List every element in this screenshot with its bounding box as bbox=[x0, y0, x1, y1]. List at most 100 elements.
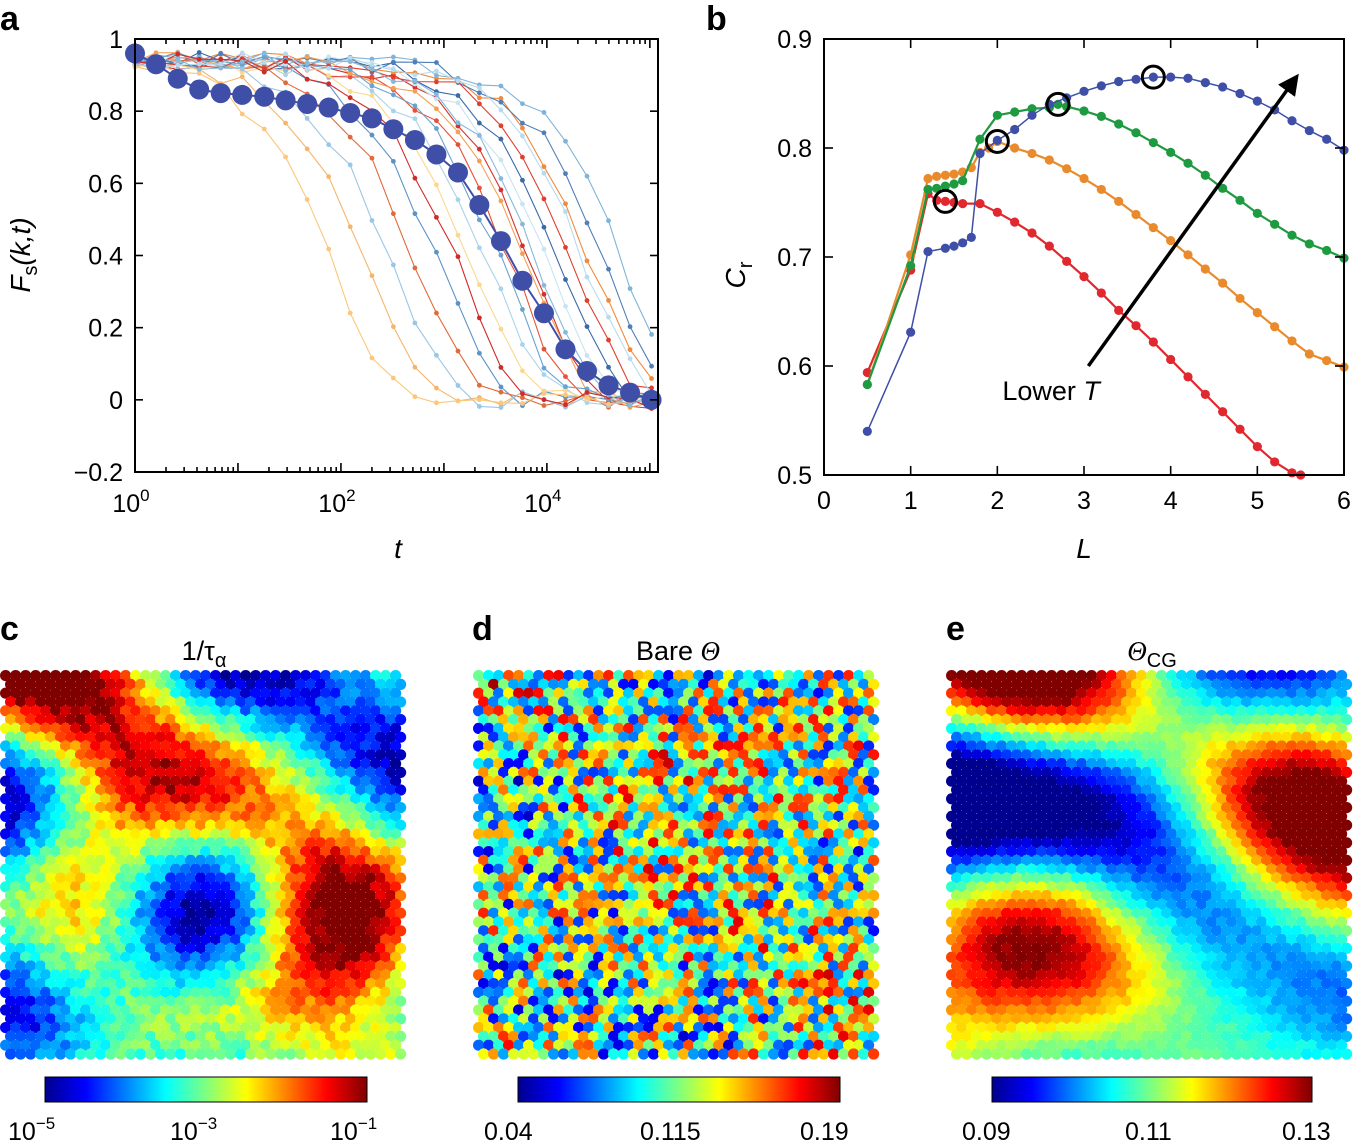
particle bbox=[395, 678, 407, 691]
particle bbox=[29, 670, 42, 682]
series-point bbox=[1148, 337, 1158, 347]
particle bbox=[315, 802, 327, 814]
particle bbox=[868, 1048, 880, 1060]
particle bbox=[135, 837, 147, 849]
particle bbox=[50, 951, 62, 963]
y-tick-label: 0.2 bbox=[88, 315, 123, 343]
individual-series-point bbox=[175, 57, 181, 62]
particle bbox=[295, 907, 307, 919]
average-series-point bbox=[426, 144, 447, 165]
particle bbox=[285, 872, 297, 884]
particle bbox=[330, 863, 342, 875]
particle bbox=[280, 758, 292, 770]
individual-series-point bbox=[196, 50, 202, 55]
particle bbox=[175, 731, 187, 743]
particle bbox=[55, 802, 67, 814]
particle bbox=[335, 696, 347, 708]
particle bbox=[250, 986, 262, 999]
particle bbox=[185, 696, 197, 708]
particle bbox=[165, 837, 177, 849]
particle bbox=[20, 670, 32, 682]
particle bbox=[270, 828, 282, 840]
particle bbox=[325, 784, 337, 796]
particle bbox=[290, 670, 302, 682]
particle bbox=[70, 881, 82, 893]
particle bbox=[15, 890, 27, 902]
particle bbox=[70, 828, 82, 840]
particle bbox=[130, 846, 142, 858]
particle bbox=[295, 837, 307, 849]
individual-series-point bbox=[563, 277, 568, 282]
particle bbox=[175, 749, 187, 761]
particle bbox=[340, 846, 352, 858]
particle bbox=[120, 881, 132, 893]
particle bbox=[75, 960, 87, 972]
particle bbox=[320, 670, 332, 682]
particle bbox=[185, 925, 197, 937]
particle bbox=[315, 678, 327, 691]
series-point bbox=[1062, 164, 1072, 174]
particle bbox=[95, 714, 107, 726]
particle bbox=[145, 960, 157, 972]
particle bbox=[185, 714, 197, 726]
panel-c: c 1/τα 10−5 10−3 10−1 bbox=[0, 610, 407, 1145]
individual-series-point bbox=[412, 211, 418, 217]
particle bbox=[45, 890, 57, 902]
particle bbox=[10, 881, 22, 893]
particle bbox=[50, 934, 62, 946]
series-point bbox=[1114, 119, 1124, 129]
particle bbox=[335, 714, 347, 726]
particle bbox=[175, 819, 187, 831]
individual-series-point bbox=[347, 55, 353, 61]
individual-series-point bbox=[498, 405, 504, 410]
particle bbox=[130, 740, 142, 752]
particle bbox=[250, 740, 262, 752]
particle bbox=[280, 846, 292, 858]
particle bbox=[95, 696, 107, 708]
particle bbox=[478, 1048, 490, 1060]
particle bbox=[125, 714, 137, 726]
particle bbox=[75, 819, 87, 831]
particle bbox=[275, 872, 287, 884]
particle bbox=[385, 784, 397, 796]
particle bbox=[180, 670, 192, 682]
individual-series-point bbox=[498, 400, 504, 406]
particle bbox=[230, 828, 242, 840]
particle bbox=[250, 793, 262, 805]
particle bbox=[155, 802, 167, 814]
particle bbox=[110, 775, 122, 787]
series-point bbox=[1096, 81, 1106, 91]
particle bbox=[255, 837, 267, 849]
particle bbox=[10, 740, 22, 752]
particle bbox=[180, 758, 192, 770]
particle bbox=[45, 802, 57, 814]
particle bbox=[215, 960, 227, 972]
individual-series-point bbox=[369, 88, 375, 94]
particle bbox=[105, 942, 117, 955]
particle bbox=[165, 766, 177, 779]
particle bbox=[235, 749, 247, 761]
particle bbox=[175, 802, 187, 814]
particle bbox=[185, 749, 197, 761]
particle bbox=[45, 819, 57, 831]
particle bbox=[25, 907, 37, 919]
maximum-circle bbox=[932, 188, 958, 214]
particle bbox=[395, 802, 407, 814]
individual-series-point bbox=[412, 85, 418, 90]
series-point bbox=[1252, 208, 1262, 218]
particle bbox=[20, 969, 32, 981]
particle bbox=[90, 916, 102, 928]
particle bbox=[120, 863, 132, 875]
particle bbox=[175, 784, 187, 796]
particle bbox=[325, 1048, 337, 1060]
particle bbox=[150, 934, 162, 946]
particle bbox=[80, 934, 92, 946]
particle bbox=[245, 960, 257, 972]
particle bbox=[15, 925, 27, 937]
particle bbox=[135, 1048, 147, 1060]
particle bbox=[290, 793, 302, 805]
particle bbox=[290, 969, 302, 981]
panel-b-letter: b bbox=[706, 0, 727, 38]
particle bbox=[345, 678, 357, 691]
series-point bbox=[1218, 278, 1228, 288]
